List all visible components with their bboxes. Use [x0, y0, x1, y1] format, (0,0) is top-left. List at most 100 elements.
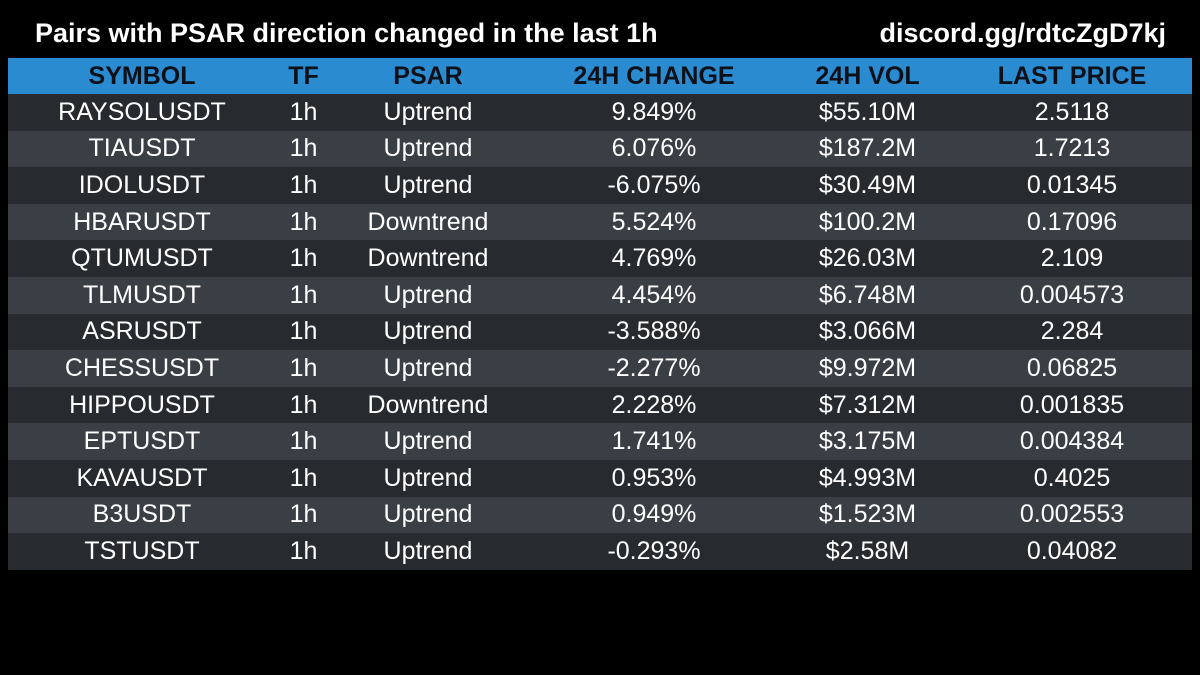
symbol-cell: TLMUSDT: [82, 280, 202, 309]
change-cell: -0.293%: [607, 536, 701, 565]
change-cell: 4.454%: [611, 280, 697, 309]
psar-cell: Uptrend: [383, 463, 473, 492]
change-cell: 2.228%: [611, 390, 697, 419]
tf-cell: 1h: [289, 390, 318, 419]
price-cell: 0.06825: [1026, 353, 1118, 382]
price-cell: 1.7213: [1033, 134, 1111, 163]
change-cell: 6.076%: [611, 134, 697, 163]
table-row: CHESSUSDT 1h Uptrend -2.277% $9.972M 0.06825: [8, 350, 1192, 387]
symbol-cell: ASRUSDT: [82, 317, 202, 346]
table-row: HIPPOUSDT 1h Downtrend 2.228% $7.312M 0.00183…: [8, 386, 1192, 424]
tf-cell: 1h: [289, 536, 318, 565]
table-row: KAVAUSDT 1h Uptrend 0.953% $4.993M 0.4025: [8, 459, 1192, 497]
table-row: HBARUSDT 1h Downtrend 5.524% $100.2M 0.17096: [8, 203, 1192, 241]
symbol-cell: HIPPOUSDT: [69, 390, 215, 419]
symbol-cell: CHESSUSDT: [64, 353, 220, 382]
change-cell: 4.769%: [611, 244, 697, 273]
price-cell: 0.4025: [1033, 463, 1111, 492]
change-cell: -3.588%: [607, 317, 701, 346]
column-header-24h-vol: 24H VOL: [815, 61, 920, 90]
tf-cell: 1h: [289, 207, 318, 236]
price-cell: 0.01345: [1026, 170, 1118, 199]
volume-cell: $7.312M: [818, 390, 917, 419]
tf-cell: 1h: [289, 463, 318, 492]
tf-cell: 1h: [289, 427, 318, 456]
change-cell: 0.949%: [611, 500, 697, 529]
psar-cell: Downtrend: [367, 244, 489, 273]
price-cell: 0.001835: [1019, 390, 1125, 419]
table-row: B3USDT 1h Uptrend 0.949% $1.523M 0.002553: [8, 496, 1192, 534]
tf-cell: 1h: [289, 134, 318, 163]
volume-cell: $6.748M: [818, 280, 917, 309]
discord-link[interactable]: discord.gg/rdtcZgD7kj: [879, 18, 1166, 48]
column-header-24h-change: 24H CHANGE: [573, 61, 735, 90]
table-body: RAYSOLUSDT 1h Uptrend 9.849% $55.10M 2.5118 TI…: [8, 94, 1192, 570]
table-header-row: SYMBOL TF PSAR 24H CHANGE 24H VOL LAST P…: [8, 58, 1192, 94]
table-row: IDOLUSDT 1h Uptrend -6.075% $30.49M 0.01345: [8, 167, 1192, 204]
volume-cell: $30.49M: [818, 170, 917, 199]
change-cell: -2.277%: [607, 353, 701, 382]
volume-cell: $100.2M: [818, 207, 917, 236]
table-row: EPTUSDT 1h Uptrend 1.741% $3.175M 0.004384: [8, 423, 1192, 460]
change-cell: 0.953%: [611, 463, 697, 492]
price-cell: 0.04082: [1026, 536, 1118, 565]
psar-cell: Downtrend: [367, 207, 489, 236]
change-cell: 5.524%: [611, 207, 697, 236]
psar-cell: Uptrend: [383, 317, 473, 346]
change-cell: 1.741%: [611, 427, 697, 456]
volume-cell: $3.066M: [818, 317, 917, 346]
psar-cell: Uptrend: [383, 170, 473, 199]
table-row: TSTUSDT 1h Uptrend -0.293% $2.58M 0.04082: [8, 533, 1192, 570]
psar-cell: Uptrend: [383, 536, 473, 565]
volume-cell: $55.10M: [818, 97, 917, 126]
change-cell: -6.075%: [607, 170, 701, 199]
symbol-cell: B3USDT: [92, 500, 192, 529]
symbol-cell: HBARUSDT: [73, 207, 211, 236]
table-row: TLMUSDT 1h Uptrend 4.454% $6.748M 0.004573: [8, 276, 1192, 314]
volume-cell: $3.175M: [818, 427, 917, 456]
volume-cell: $4.993M: [818, 463, 917, 492]
column-header-symbol: SYMBOL: [88, 61, 196, 90]
volume-cell: $2.58M: [825, 536, 910, 565]
price-cell: 0.004384: [1019, 427, 1125, 456]
volume-cell: $1.523M: [818, 500, 917, 529]
price-cell: 2.109: [1040, 244, 1104, 273]
column-header-tf: TF: [288, 61, 319, 90]
column-header-psar: PSAR: [393, 61, 463, 90]
psar-cell: Uptrend: [383, 427, 473, 456]
symbol-cell: IDOLUSDT: [78, 170, 206, 199]
symbol-cell: TIAUSDT: [88, 134, 196, 163]
psar-cell: Uptrend: [383, 134, 473, 163]
psar-cell: Uptrend: [383, 97, 473, 126]
psar-cell: Uptrend: [383, 280, 473, 309]
volume-cell: $187.2M: [818, 134, 917, 163]
psar-table: SYMBOL TF PSAR 24H CHANGE 24H VOL LAST P…: [8, 58, 1192, 570]
tf-cell: 1h: [289, 170, 318, 199]
tf-cell: 1h: [289, 97, 318, 126]
price-cell: 0.002553: [1019, 500, 1125, 529]
psar-cell: Uptrend: [383, 500, 473, 529]
column-header-last-price: LAST PRICE: [997, 61, 1147, 90]
psar-cell: Downtrend: [367, 390, 489, 419]
symbol-cell: QTUMUSDT: [71, 244, 213, 273]
price-cell: 0.004573: [1019, 280, 1125, 309]
tf-cell: 1h: [289, 280, 318, 309]
table-row: RAYSOLUSDT 1h Uptrend 9.849% $55.10M 2.5118: [8, 94, 1192, 131]
table-row: TIAUSDT 1h Uptrend 6.076% $187.2M 1.7213: [8, 130, 1192, 168]
page-title: Pairs with PSAR direction changed in the…: [35, 18, 658, 48]
volume-cell: $9.972M: [818, 353, 917, 382]
symbol-cell: EPTUSDT: [83, 427, 201, 456]
tf-cell: 1h: [289, 500, 318, 529]
table-row: ASRUSDT 1h Uptrend -3.588% $3.066M 2.284: [8, 313, 1192, 351]
table-row: QTUMUSDT 1h Downtrend 4.769% $26.03M 2.109: [8, 240, 1192, 277]
tf-cell: 1h: [289, 244, 318, 273]
symbol-cell: TSTUSDT: [84, 536, 200, 565]
tf-cell: 1h: [289, 353, 318, 382]
symbol-cell: RAYSOLUSDT: [58, 97, 226, 126]
tf-cell: 1h: [289, 317, 318, 346]
price-cell: 0.17096: [1026, 207, 1118, 236]
volume-cell: $26.03M: [818, 244, 917, 273]
change-cell: 9.849%: [611, 97, 697, 126]
price-cell: 2.5118: [1034, 97, 1110, 126]
symbol-cell: KAVAUSDT: [76, 463, 208, 492]
